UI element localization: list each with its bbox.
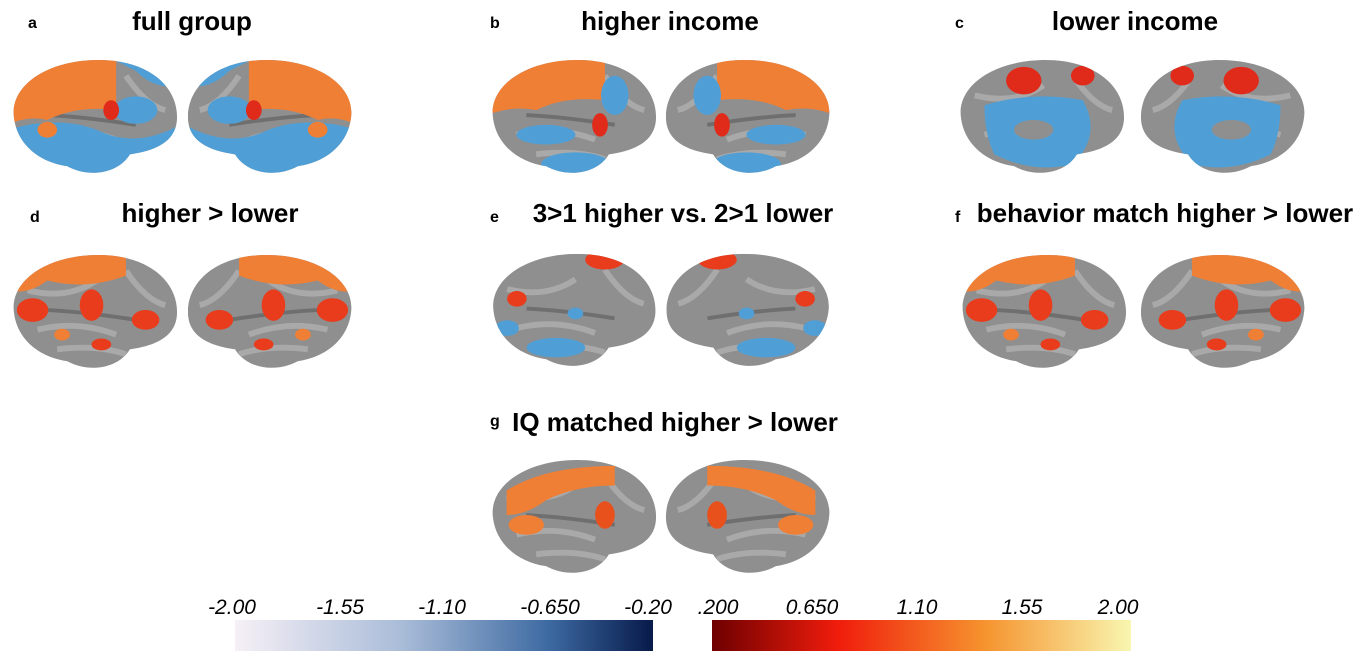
- panel-title: higher > lower: [122, 198, 299, 228]
- colorbar-tick-label: -1.55: [316, 596, 364, 619]
- colorbar-positive: [712, 620, 1131, 651]
- colorbar-tick-label: -0.650: [520, 596, 580, 619]
- brain-images: [8, 56, 1310, 579]
- colorbar-tick-label: -2.00: [208, 596, 256, 619]
- colorbar-tick-label: -1.10: [418, 596, 466, 619]
- panel-title: IQ matched higher > lower: [512, 407, 838, 437]
- panel-label: e: [490, 209, 499, 226]
- panel-label: c: [955, 15, 964, 32]
- panel-title: higher income: [581, 6, 759, 36]
- panel-label: d: [30, 209, 40, 226]
- panel-label: g: [490, 413, 500, 430]
- panel-title: 3>1 higher vs. 2>1 lower: [533, 198, 834, 228]
- colorbar-tick-label: 1.55: [1002, 596, 1043, 619]
- colorbar-tick-label: -0.20: [624, 596, 672, 619]
- colorbar-tick-label: .200: [698, 596, 739, 619]
- colorbar-tick-label: 1.10: [897, 596, 938, 619]
- colorbar-negative: [235, 620, 653, 651]
- panel-label: b: [490, 15, 500, 32]
- colorbar-tick-label: 2.00: [1097, 596, 1139, 619]
- panel-title: full group: [132, 6, 252, 36]
- colorbar-tick-label: 0.650: [786, 596, 839, 619]
- panel-title: lower income: [1052, 6, 1218, 36]
- panel-label: f: [955, 209, 961, 226]
- panel-title: behavior match higher > lower: [977, 198, 1353, 228]
- panel-label: a: [28, 15, 37, 32]
